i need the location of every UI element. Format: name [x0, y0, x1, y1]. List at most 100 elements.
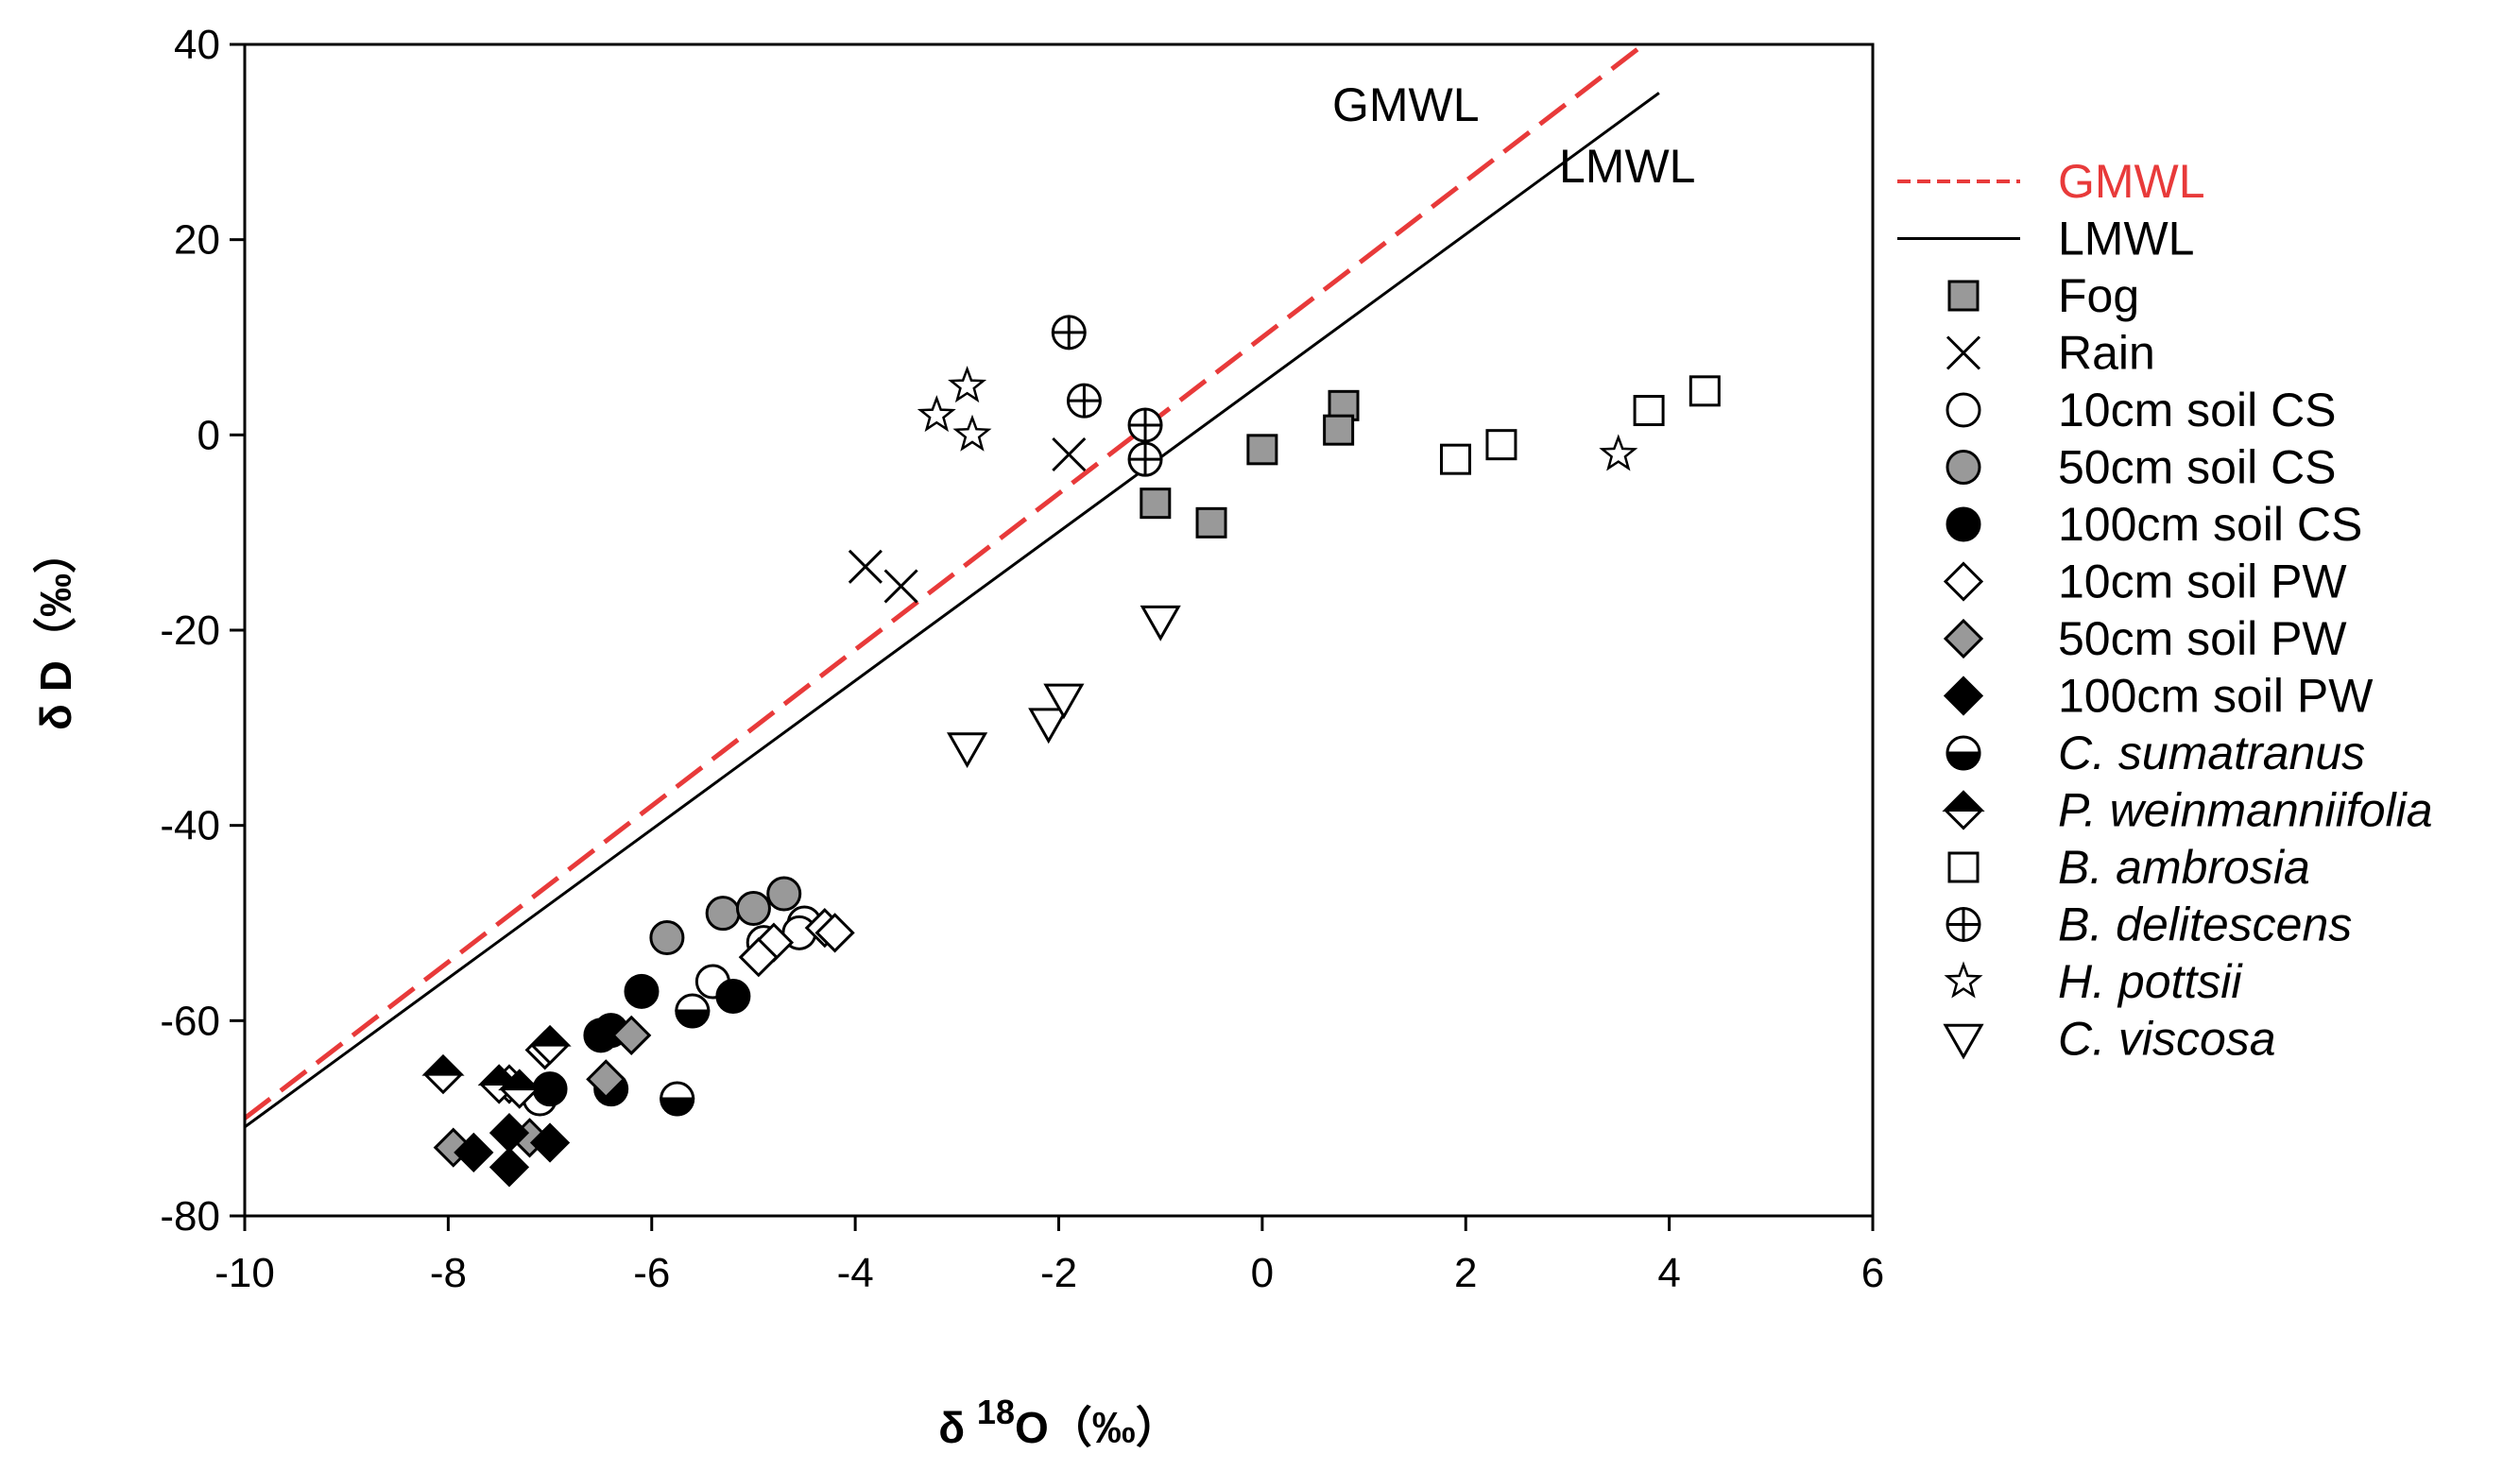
legend-marker	[1947, 280, 1980, 312]
h-pottsii-series	[917, 366, 1638, 471]
legend-item-fog: Fog	[1947, 269, 2139, 322]
data-point	[1439, 443, 1471, 475]
lmwl-line	[245, 92, 1660, 1129]
legend-marker	[1944, 961, 1983, 999]
y-axis-title: δ D（‰）	[31, 530, 80, 730]
data-point	[1127, 441, 1163, 477]
data-point	[660, 1081, 695, 1117]
legend-item-50cm-soil-cs: 50cm soil CS	[1946, 441, 2337, 494]
legend-label: LMWL	[2058, 213, 2194, 265]
rain-series	[848, 436, 1087, 604]
legend-item-b-delitescens: B. delitescens	[1946, 898, 2352, 951]
legend-label: C. viscosa	[2058, 1013, 2276, 1066]
legend-item-c-viscosa: C. viscosa	[1943, 1013, 2276, 1066]
legend-marker	[1946, 735, 1981, 771]
data-point	[1485, 429, 1517, 461]
plot-frame	[243, 43, 1875, 1218]
legend-label: B. delitescens	[2058, 898, 2352, 951]
legend-item-h-pottsii: H. pottsii	[1944, 955, 2243, 1008]
data-point	[1051, 315, 1087, 351]
data-point	[1195, 506, 1227, 539]
data-point	[611, 1015, 652, 1055]
legend-label: 10cm soil CS	[2058, 384, 2337, 436]
legend-marker	[1943, 618, 1984, 659]
y-tick-label: -60	[160, 998, 220, 1044]
legend-marker	[1946, 907, 1981, 942]
data-point	[848, 549, 883, 584]
data-point	[1140, 605, 1181, 641]
data-point	[766, 876, 802, 912]
legend-label: 100cm soil PW	[2058, 670, 2374, 723]
50cm-soil-cs-series	[649, 876, 802, 955]
legend-marker	[1943, 1023, 1984, 1060]
data-point	[952, 414, 992, 452]
legend-item-lmwl: LMWL	[1897, 213, 2194, 265]
legend-label: Fog	[2058, 269, 2139, 322]
legend-label: 10cm soil PW	[2058, 556, 2347, 608]
data-point	[1323, 414, 1355, 446]
legend-label: 100cm soil CS	[2058, 498, 2362, 551]
data-point	[1246, 434, 1278, 466]
x-tick-label: -4	[837, 1250, 874, 1296]
b-ambrosia-series	[1439, 375, 1721, 475]
data-point	[948, 366, 987, 403]
legend-marker	[1942, 790, 1985, 830]
legend-marker	[1947, 851, 1980, 883]
legend-marker	[1946, 392, 1981, 428]
plot-layer: GMWL LMWL	[245, 44, 1721, 1188]
data-point	[649, 920, 685, 955]
data-point	[917, 395, 956, 433]
data-point	[529, 1122, 571, 1163]
gmwl-line-label: GMWL	[1332, 78, 1480, 131]
legend-item-50cm-soil-pw: 50cm soil PW	[1943, 612, 2347, 665]
legend-item-b-ambrosia: B. ambrosia	[1947, 841, 2310, 894]
data-point	[421, 1054, 465, 1095]
data-point	[675, 993, 711, 1029]
data-point	[1127, 407, 1163, 443]
x-axis-title: δ 18O（‰）	[938, 1393, 1179, 1452]
data-point	[498, 1069, 541, 1109]
legend-item-c-sumatranus: C. sumatranus	[1946, 727, 2365, 779]
data-point	[715, 979, 751, 1014]
legend-label: P. weinmanniifolia	[2058, 784, 2433, 837]
c-sumatranus-series	[660, 993, 711, 1117]
legend-item-10cm-soil-pw: 10cm soil PW	[1943, 556, 2347, 608]
y-tick-label: -20	[160, 607, 220, 654]
100cm-soil-pw-series	[454, 1113, 571, 1188]
data-point	[1140, 487, 1172, 520]
legend-label: Rain	[2058, 327, 2155, 380]
y-tick-label: 20	[174, 217, 220, 264]
fog-series	[1140, 389, 1360, 539]
legend-marker	[1946, 335, 1981, 370]
data-point	[1633, 395, 1665, 426]
data-point	[1028, 708, 1070, 744]
data-point	[738, 937, 779, 978]
y-tick-label: -80	[160, 1193, 220, 1240]
data-point	[814, 913, 855, 953]
y-tick-label: 0	[197, 412, 220, 458]
legend-item-10cm-soil-cs: 10cm soil CS	[1946, 384, 2337, 436]
legend-item-gmwl: GMWL	[1897, 155, 2205, 208]
legend-label: H. pottsii	[2058, 955, 2243, 1008]
data-point	[624, 973, 660, 1009]
c-viscosa-series	[946, 605, 1181, 769]
legend-label: GMWL	[2058, 155, 2205, 208]
legend-marker	[1943, 561, 1984, 602]
legend-label: 50cm soil PW	[2058, 612, 2347, 665]
x-tick-label: -8	[430, 1250, 467, 1296]
legend-marker	[1946, 450, 1981, 485]
data-point	[1043, 683, 1085, 720]
data-point	[454, 1132, 494, 1172]
y-tick-label: -40	[160, 803, 220, 849]
data-point	[705, 896, 741, 932]
p-weinmanniifolia-series	[421, 1025, 572, 1109]
x-tick-label: 4	[1657, 1250, 1680, 1296]
lmwl-line-label: LMWL	[1559, 140, 1695, 193]
data-point	[1689, 375, 1721, 407]
legend-item-p-weinmanniifolia: P. weinmanniifolia	[1942, 784, 2433, 837]
data-point	[528, 1025, 572, 1066]
